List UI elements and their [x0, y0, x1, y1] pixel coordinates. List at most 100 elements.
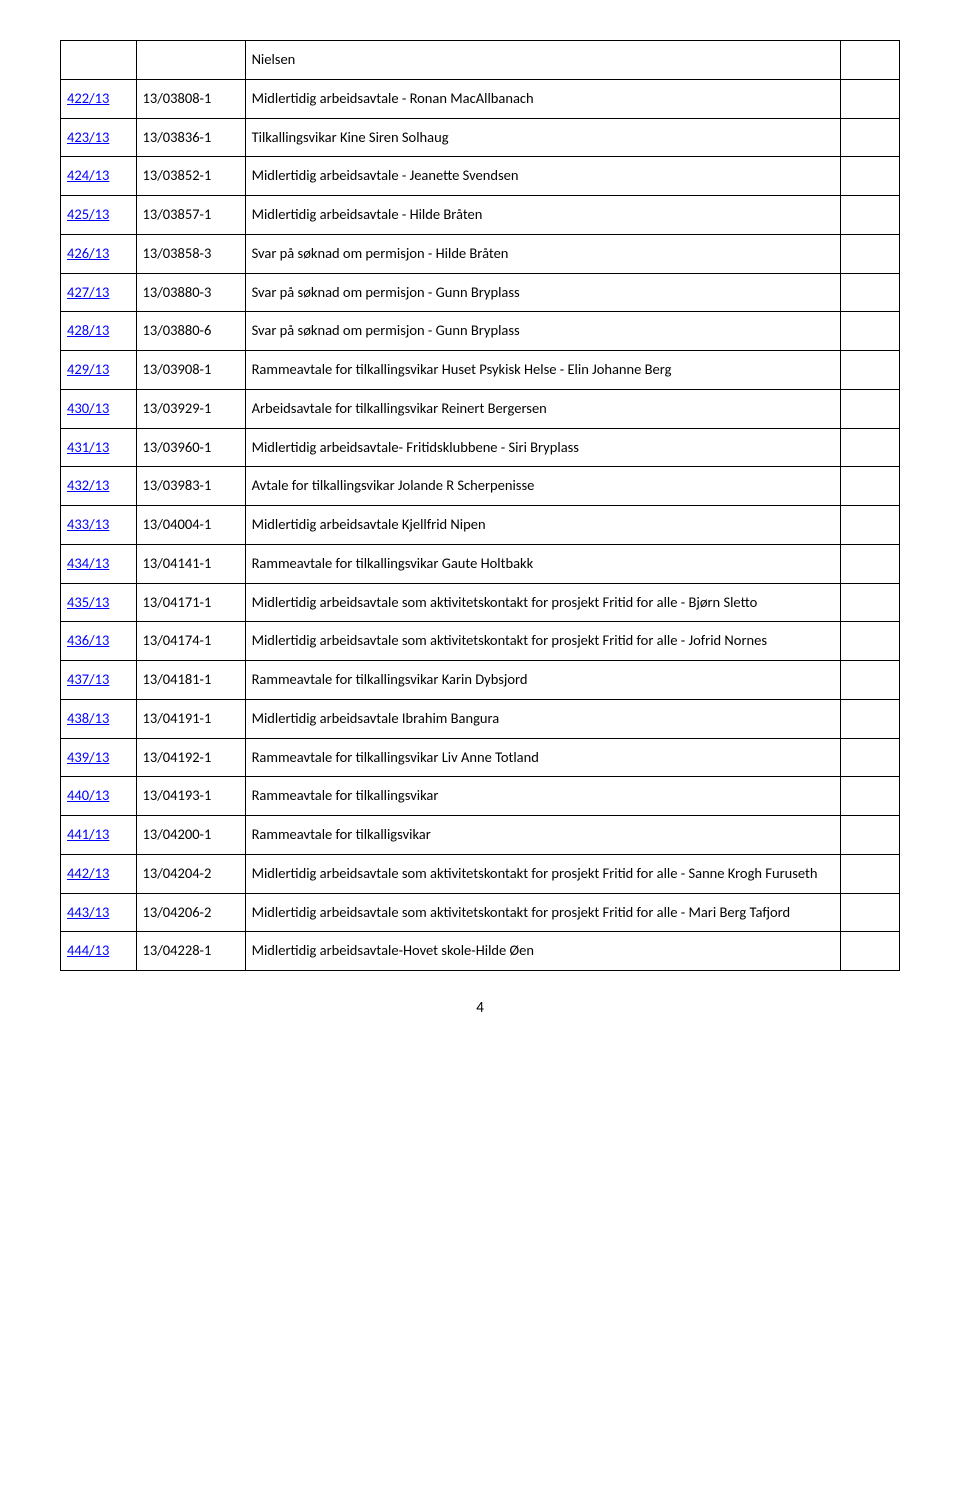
case-link[interactable]: 442/13 [67, 864, 109, 882]
reference-cell: 13/03983-1 [136, 467, 245, 506]
case-link-cell: 433/13 [61, 506, 137, 545]
table-row: 443/1313/04206-2Midlertidig arbeidsavtal… [61, 893, 900, 932]
case-link[interactable]: 422/13 [67, 89, 109, 107]
empty-cell [841, 312, 900, 351]
empty-cell [841, 467, 900, 506]
description-cell: Midlertidig arbeidsavtale som aktivitets… [245, 854, 841, 893]
table-row: 427/13 13/03880-3Svar på søknad om permis… [61, 273, 900, 312]
description-cell: Svar på søknad om permisjon - Gunn Brypl… [245, 312, 841, 351]
table-row: 442/13 13/04204-2Midlertidig arbeidsavtal… [61, 854, 900, 893]
empty-cell [841, 544, 900, 583]
reference-cell [136, 41, 245, 80]
empty-cell [841, 157, 900, 196]
case-link[interactable]: 428/13 [67, 321, 109, 339]
table-row: 425/1313/03857-1Midlertidig arbeidsavtal… [61, 196, 900, 235]
case-link[interactable]: 424/13 [67, 166, 109, 184]
case-link[interactable]: 441/13 [67, 825, 109, 843]
empty-cell [841, 79, 900, 118]
case-link[interactable]: 430/13 [67, 399, 109, 417]
case-link-cell: 436/13 [61, 622, 137, 661]
case-link[interactable]: 427/13 [67, 283, 109, 301]
empty-cell [841, 196, 900, 235]
table-row: 439/1313/04192-1 Rammeavtale for tilkall… [61, 738, 900, 777]
case-link[interactable]: 443/13 [67, 903, 109, 921]
case-link[interactable]: 444/13 [67, 941, 109, 959]
reference-cell: 13/03808-1 [136, 79, 245, 118]
table-row: 433/1313/04004-1Midlertidig arbeidsavtal… [61, 506, 900, 545]
reference-cell: 13/03929-1 [136, 389, 245, 428]
case-link-cell: 440/13 [61, 777, 137, 816]
empty-cell [841, 932, 900, 971]
table-row: 436/1313/04174-1Midlertidig arbeidsavtal… [61, 622, 900, 661]
case-link[interactable]: 439/13 [67, 748, 109, 766]
case-link[interactable]: 429/13 [67, 360, 109, 378]
table-row: 423/13 13/03836-1Tilkallingsvikar Kine Si… [61, 118, 900, 157]
reference-cell: 13/04200-1 [136, 816, 245, 855]
table-row: 437/13 13/04181-1 Rammeavtale for tilkall… [61, 661, 900, 700]
description-cell: Svar på søknad om permisjon - Gunn Brypl… [245, 273, 841, 312]
case-link-cell: 430/13 [61, 389, 137, 428]
description-cell: Midlertidig arbeidsavtale-Hovet skole-Hi… [245, 932, 841, 971]
reference-cell: 13/04206-2 [136, 893, 245, 932]
description-cell: Midlertidig arbeidsavtale - Jeanette Sve… [245, 157, 841, 196]
reference-cell: 13/04191-1 [136, 699, 245, 738]
case-link[interactable]: 433/13 [67, 515, 109, 533]
reference-cell: 13/04004-1 [136, 506, 245, 545]
case-link[interactable]: 423/13 [67, 128, 109, 146]
empty-cell [841, 583, 900, 622]
description-cell: Midlertidig arbeidsavtale som aktivitets… [245, 583, 841, 622]
reference-cell: 13/04193-1 [136, 777, 245, 816]
case-link[interactable]: 425/13 [67, 205, 109, 223]
description-cell: Tilkallingsvikar Kine Siren Solhaug [245, 118, 841, 157]
description-cell: Rammeavtale for tilkallingsvikar Karin D… [245, 661, 841, 700]
table-row: 426/13 13/03858-3Svar på søknad om permis… [61, 234, 900, 273]
case-link[interactable]: 431/13 [67, 438, 109, 456]
case-link-cell: 437/13 [61, 661, 137, 700]
description-cell: Rammeavtale for tilkallingsvikar Gaute H… [245, 544, 841, 583]
case-link-cell: 439/13 [61, 738, 137, 777]
empty-cell [841, 41, 900, 80]
table-row: 435/13 13/04171-1Midlertidig arbeidsavtal… [61, 583, 900, 622]
reference-cell: 13/03836-1 [136, 118, 245, 157]
reference-cell: 13/03908-1 [136, 351, 245, 390]
description-cell: Svar på søknad om permisjon - Hilde Bråt… [245, 234, 841, 273]
case-link[interactable]: 435/13 [67, 593, 109, 611]
description-cell: Rammeavtale for tilkalligsvikar [245, 816, 841, 855]
table-row: 424/13 13/03852-1Midlertidig arbeidsavtal… [61, 157, 900, 196]
case-link-cell: 422/13 [61, 79, 137, 118]
reference-cell: 13/04204-2 [136, 854, 245, 893]
table-row: 430/13 13/03929-1Arbeidsavtale for tilkal… [61, 389, 900, 428]
reference-cell: 13/03858-3 [136, 234, 245, 273]
case-link[interactable]: 437/13 [67, 670, 109, 688]
reference-cell: 13/04171-1 [136, 583, 245, 622]
description-cell: Arbeidsavtale for tilkallingsvikar Reine… [245, 389, 841, 428]
case-link[interactable]: 426/13 [67, 244, 109, 262]
reference-cell: 13/03852-1 [136, 157, 245, 196]
case-link[interactable]: 434/13 [67, 554, 109, 572]
case-link-cell: 432/13 [61, 467, 137, 506]
empty-cell [841, 854, 900, 893]
table-row: 434/1313/04141-1Rammeavtale for tilkalli… [61, 544, 900, 583]
description-cell: Midlertidig arbeidsavtale - Hilde Bråten [245, 196, 841, 235]
case-link-cell: 438/13 [61, 699, 137, 738]
case-link-cell: 443/13 [61, 893, 137, 932]
case-link-cell: 442/13 [61, 854, 137, 893]
reference-cell: 13/04181-1 [136, 661, 245, 700]
empty-cell [841, 234, 900, 273]
table-row: 428/1313/03880-6Svar på søknad om permis… [61, 312, 900, 351]
case-link-cell: 427/13 [61, 273, 137, 312]
case-link[interactable]: 440/13 [67, 786, 109, 804]
empty-cell [841, 661, 900, 700]
case-link[interactable]: 432/13 [67, 476, 109, 494]
case-link-cell: 431/13 [61, 428, 137, 467]
case-link-cell: 425/13 [61, 196, 137, 235]
reference-cell: 13/03880-3 [136, 273, 245, 312]
table-row: 432/1313/03983-1 Avtale for tilkallingsv… [61, 467, 900, 506]
document-table: Nielsen422/1313/03808-1Midlertidig arbei… [60, 40, 900, 971]
empty-cell [841, 777, 900, 816]
case-link[interactable]: 436/13 [67, 631, 109, 649]
case-link[interactable]: 438/13 [67, 709, 109, 727]
table-row: 440/1313/04193-1Rammeavtale for tilkalli… [61, 777, 900, 816]
table-row: 441/13 13/04200-1Rammeavtale for tilkalli… [61, 816, 900, 855]
reference-cell: 13/04192-1 [136, 738, 245, 777]
